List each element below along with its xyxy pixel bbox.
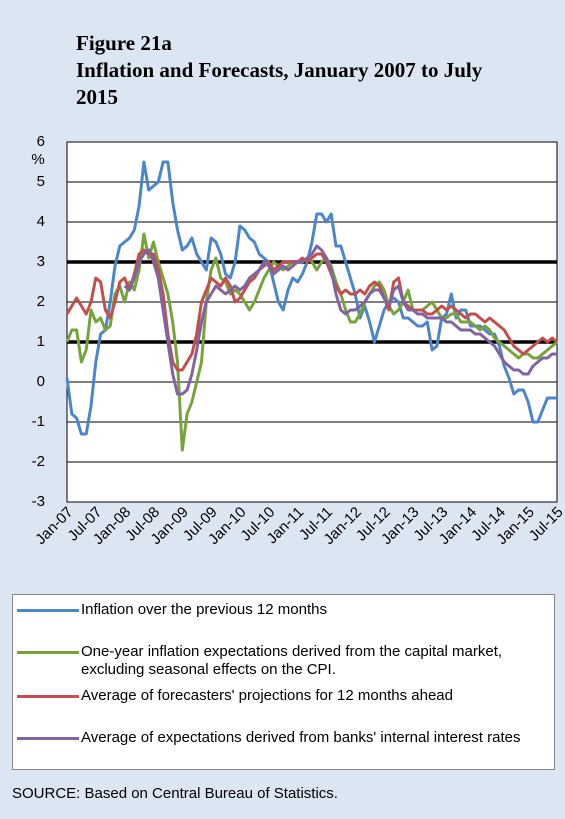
y-tick-label: 1 bbox=[37, 333, 45, 350]
legend: Inflation over the previous 12 months One… bbox=[12, 594, 555, 770]
legend-item: Inflation over the previous 12 months bbox=[17, 601, 547, 619]
legend-swatch bbox=[17, 695, 79, 698]
y-tick-label: 0 bbox=[37, 373, 45, 390]
legend-label: Inflation over the previous 12 months bbox=[81, 601, 327, 618]
series-line bbox=[65, 232, 558, 452]
legend-label: Average of forecasters' projections for … bbox=[81, 687, 453, 704]
plot-border bbox=[66, 141, 558, 503]
y-tick-label: 3 bbox=[37, 253, 45, 270]
source-note: SOURCE: Based on Central Bureau of Stati… bbox=[12, 785, 338, 802]
figure-label: Figure 21a bbox=[76, 31, 172, 55]
y-tick-label: -1 bbox=[32, 413, 45, 430]
y-tick-label: 6 bbox=[37, 133, 45, 150]
y-tick-label: 4 bbox=[37, 213, 45, 230]
chart: % -3-2-10123456Jan-07Jul-07Jan-08Jul-08J… bbox=[31, 133, 565, 548]
y-tick-label: 2 bbox=[37, 293, 45, 310]
legend-item: One-year inflation expectations derived … bbox=[17, 643, 547, 679]
y-tick-label: -2 bbox=[32, 453, 45, 470]
y-tick-label: 5 bbox=[37, 173, 45, 190]
legend-swatch bbox=[17, 737, 79, 740]
legend-item: Average of expectations derived from ban… bbox=[17, 729, 547, 747]
legend-swatch bbox=[17, 651, 79, 654]
legend-label: Average of expectations derived from ban… bbox=[81, 729, 521, 746]
title-block: Figure 21a Inflation and Forecasts, Janu… bbox=[76, 30, 496, 111]
legend-label: One-year inflation expectations derived … bbox=[81, 643, 503, 678]
plot-area bbox=[67, 142, 557, 502]
chart-title: Inflation and Forecasts, January 2007 to… bbox=[76, 58, 483, 109]
y-tick-label: -3 bbox=[32, 493, 45, 510]
legend-item: Average of forecasters' projections for … bbox=[17, 687, 547, 705]
series-line bbox=[123, 244, 557, 396]
legend-swatch bbox=[17, 609, 79, 612]
y-axis-label: % bbox=[31, 151, 44, 168]
